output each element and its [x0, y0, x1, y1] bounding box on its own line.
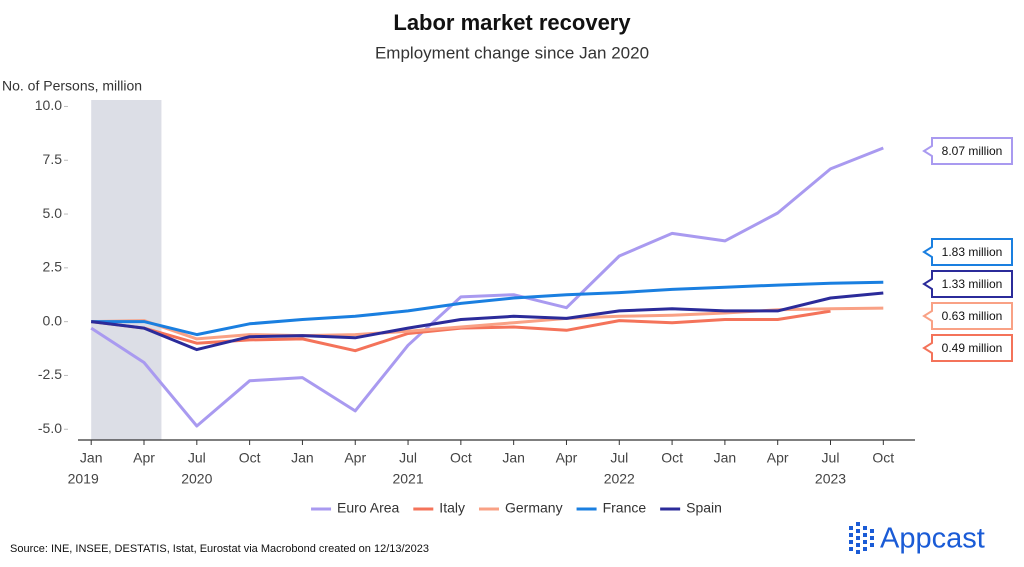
y-axis-label: No. of Persons, million — [2, 78, 142, 94]
series-line — [91, 306, 884, 341]
series-line — [91, 280, 884, 337]
end-label-box — [922, 238, 1013, 266]
y-tick-label: 0.0 — [43, 312, 63, 328]
chart-subtitle: Employment change since Jan 2020 — [375, 43, 649, 62]
x-tick-label: Apr — [767, 450, 789, 466]
legend-label: France — [603, 500, 647, 516]
end-label: 8.07 million — [942, 144, 1003, 158]
y-tick-label: 2.5 — [43, 259, 63, 275]
x-tick-label: Jul — [399, 450, 417, 466]
x-tick-label: Oct — [450, 450, 472, 466]
series-line — [90, 146, 884, 428]
legend: Euro Area Italy Germany France Spain — [311, 500, 722, 516]
x-tick-label: Jan — [714, 450, 737, 466]
y-tick-label: 7.5 — [43, 151, 63, 167]
x-tick-label: Jan — [291, 450, 314, 466]
end-label-box — [922, 270, 1013, 298]
y-tick-label: 10.0 — [35, 97, 62, 113]
x-year-label: 2023 — [815, 471, 846, 487]
x-tick-label: Oct — [239, 450, 261, 466]
end-label-box — [922, 302, 1013, 330]
x-year-label: 2022 — [604, 471, 635, 487]
y-tick-label: -2.5 — [38, 366, 62, 382]
end-label: 1.33 million — [942, 277, 1003, 291]
x-tick-label: Apr — [556, 450, 578, 466]
series-line — [91, 309, 831, 353]
x-year-label: 2021 — [392, 471, 423, 487]
end-label-box — [922, 137, 1013, 165]
x-tick-label: Jul — [822, 450, 840, 466]
legend-label: Spain — [686, 500, 722, 516]
end-label: 0.63 million — [942, 309, 1003, 323]
x-tick-label: Apr — [344, 450, 366, 466]
source-note: Source: INE, INSEE, DESTATIS, Istat, Eur… — [10, 543, 429, 555]
x-tick-label: Oct — [661, 450, 683, 466]
y-tick-label: 5.0 — [43, 205, 63, 221]
end-label: 0.49 million — [942, 341, 1003, 355]
x-year-label: 2020 — [181, 471, 212, 487]
y-tick-label: -5.0 — [38, 420, 62, 436]
x-tick-label: Jul — [188, 450, 206, 466]
x-tick-label: Jan — [80, 450, 103, 466]
x-tick-label: Apr — [133, 450, 155, 466]
end-label: 1.83 million — [942, 245, 1003, 259]
shaded-period — [91, 100, 162, 440]
legend-label: Italy — [439, 500, 465, 516]
x-tick-label: Jul — [610, 450, 628, 466]
logo-text: Appcast — [880, 523, 985, 555]
series-line — [91, 291, 884, 352]
x-year-label: 2019 — [68, 471, 99, 487]
logo-icon — [849, 522, 874, 554]
chart-title: Labor market recovery — [393, 10, 631, 35]
legend-label: Germany — [505, 500, 563, 516]
end-label-box — [922, 334, 1013, 362]
x-tick-label: Jan — [502, 450, 525, 466]
legend-label: Euro Area — [337, 500, 399, 516]
x-tick-label: Oct — [872, 450, 894, 466]
